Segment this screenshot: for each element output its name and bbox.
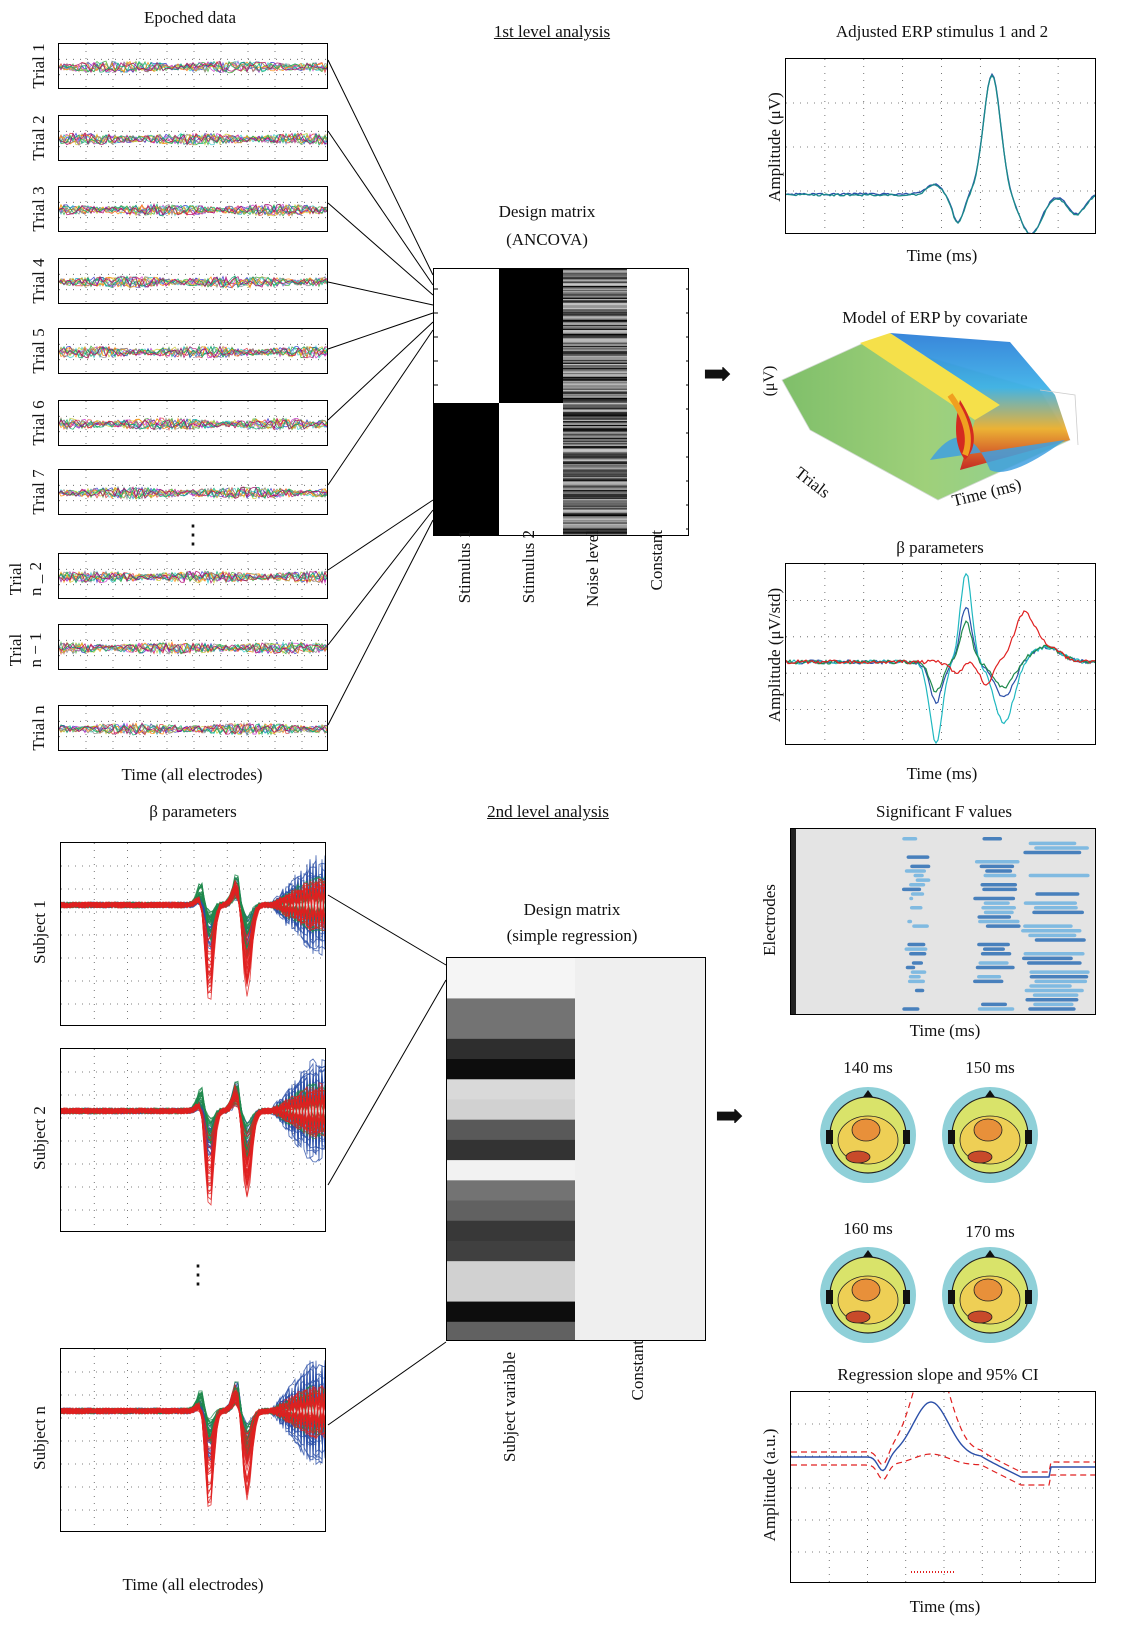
sig-f-title: Significant F values — [876, 802, 1012, 821]
subject-n-graphic — [61, 1349, 325, 1531]
subject-n-label: Subject n — [30, 1406, 49, 1470]
design-matrix-ancova — [433, 268, 689, 536]
second-level-title: 2nd level analysis — [487, 802, 609, 821]
topo-140-label: 140 ms — [843, 1058, 893, 1077]
beta-right-xlabel: Time (ms) — [906, 764, 978, 783]
design-matrix-ancova-graphic — [434, 269, 688, 535]
design2-title-2: (simple regression) — [506, 926, 638, 945]
trial-signal-graphic — [59, 259, 327, 303]
beta-right-plot — [785, 563, 1096, 745]
subject-1-label: Subject 1 — [30, 900, 49, 964]
trial-panel — [58, 115, 328, 161]
trial-signal-graphic — [59, 44, 327, 88]
subject-2-graphic — [61, 1049, 325, 1231]
regression-xlabel: Time (ms) — [909, 1597, 981, 1616]
regression-title: Regression slope and 95% CI — [837, 1365, 1039, 1384]
regression-graphic — [791, 1392, 1095, 1582]
trial-panel — [58, 400, 328, 446]
beta-right-ylabel: Amplitude (μV/std) — [765, 587, 784, 723]
trial-signal-graphic — [59, 187, 327, 231]
subject-1-plot — [60, 842, 326, 1026]
regression-plot — [790, 1391, 1096, 1583]
trial-label: Trial n − 1 — [6, 632, 45, 668]
design1-title-1: Design matrix — [498, 202, 596, 221]
design-matrix-regression — [446, 957, 706, 1341]
design2-column-label: Constant — [628, 1340, 647, 1401]
sig-f-graphic — [791, 829, 1090, 1014]
subjects-ellipsis: ⋮ — [185, 1260, 211, 1289]
sig-f-xlabel: Time (ms) — [909, 1021, 981, 1040]
subject-2-label: Subject 2 — [30, 1106, 49, 1170]
design1-column-label: Stimulus 1 — [455, 530, 474, 604]
model-zlabel: (μV) — [761, 365, 778, 397]
design1-column-label: Noise level — [583, 530, 602, 607]
trials-ellipsis: ⋮ — [180, 520, 206, 549]
topo-150-label: 150 ms — [965, 1058, 1015, 1077]
trial-signal-graphic — [59, 706, 327, 750]
trial-panel — [58, 705, 328, 751]
beta-left-title: β parameters — [149, 802, 237, 821]
adjusted-erp-ylabel: Amplitude (μV) — [765, 92, 784, 202]
topomap-head — [820, 1087, 916, 1183]
beta-right-title: β parameters — [896, 538, 984, 557]
trial-signal-graphic — [59, 554, 327, 598]
trial-label: Trial n — [29, 705, 48, 751]
first-level-title: 1st level analysis — [493, 22, 611, 41]
design1-title-2: (ANCOVA) — [506, 230, 588, 249]
sig-f-ylabel: Electrodes — [760, 884, 779, 956]
topo-160-label: 160 ms — [843, 1219, 893, 1238]
regression-ylabel: Amplitude (a.u.) — [760, 1428, 779, 1542]
subject-n-plot — [60, 1348, 326, 1532]
topomap-head — [820, 1247, 916, 1343]
trial-panel — [58, 328, 328, 374]
trial-panel — [58, 258, 328, 304]
subjects-xlabel: Time (all electrodes) — [122, 1575, 264, 1594]
trial-signal-graphic — [59, 116, 327, 160]
trial-panel — [58, 186, 328, 232]
beta-right-graphic — [786, 564, 1095, 744]
topomap-head — [942, 1247, 1038, 1343]
trial-signal-graphic — [59, 470, 327, 514]
topo-170-label: 170 ms — [965, 1222, 1015, 1241]
trial-panel — [58, 43, 328, 89]
trial-signal-graphic — [59, 401, 327, 445]
trials-xlabel: Time (all electrodes) — [121, 765, 263, 784]
design2-column-label: Subject variable — [500, 1352, 519, 1462]
model-ylabel: Trials — [791, 463, 834, 503]
model-erp-title: Model of ERP by covariate — [842, 308, 1028, 327]
subject-2-plot — [60, 1048, 326, 1232]
trial-signal-graphic — [59, 625, 327, 669]
trial-label: Trial n _ 2 — [6, 562, 45, 596]
design-matrix-regression-graphic — [447, 958, 705, 1340]
adjusted-erp-graphic — [786, 59, 1095, 233]
trial-label: Trial 7 — [29, 469, 48, 515]
sig-f-plot — [790, 828, 1096, 1015]
adjusted-erp-plot — [785, 58, 1096, 234]
trial-panel — [58, 469, 328, 515]
design1-column-label: Stimulus 2 — [519, 530, 538, 604]
trial-panel — [58, 624, 328, 670]
right-arrow-icon: ➡ — [703, 356, 732, 393]
design1-column-label: Constant — [647, 530, 666, 591]
trial-signal-graphic — [59, 329, 327, 373]
topomap-head — [942, 1087, 1038, 1183]
design2-title-1: Design matrix — [523, 900, 621, 919]
right-arrow-icon-2: ➡ — [715, 1098, 744, 1135]
subject-1-graphic — [61, 843, 325, 1025]
adjusted-erp-title: Adjusted ERP stimulus 1 and 2 — [835, 22, 1049, 41]
model-xlabel: Time (ms) — [950, 474, 1024, 511]
adjusted-erp-xlabel: Time (ms) — [906, 246, 978, 265]
epoched-title: Epoched data — [143, 8, 237, 27]
trial-panel — [58, 553, 328, 599]
